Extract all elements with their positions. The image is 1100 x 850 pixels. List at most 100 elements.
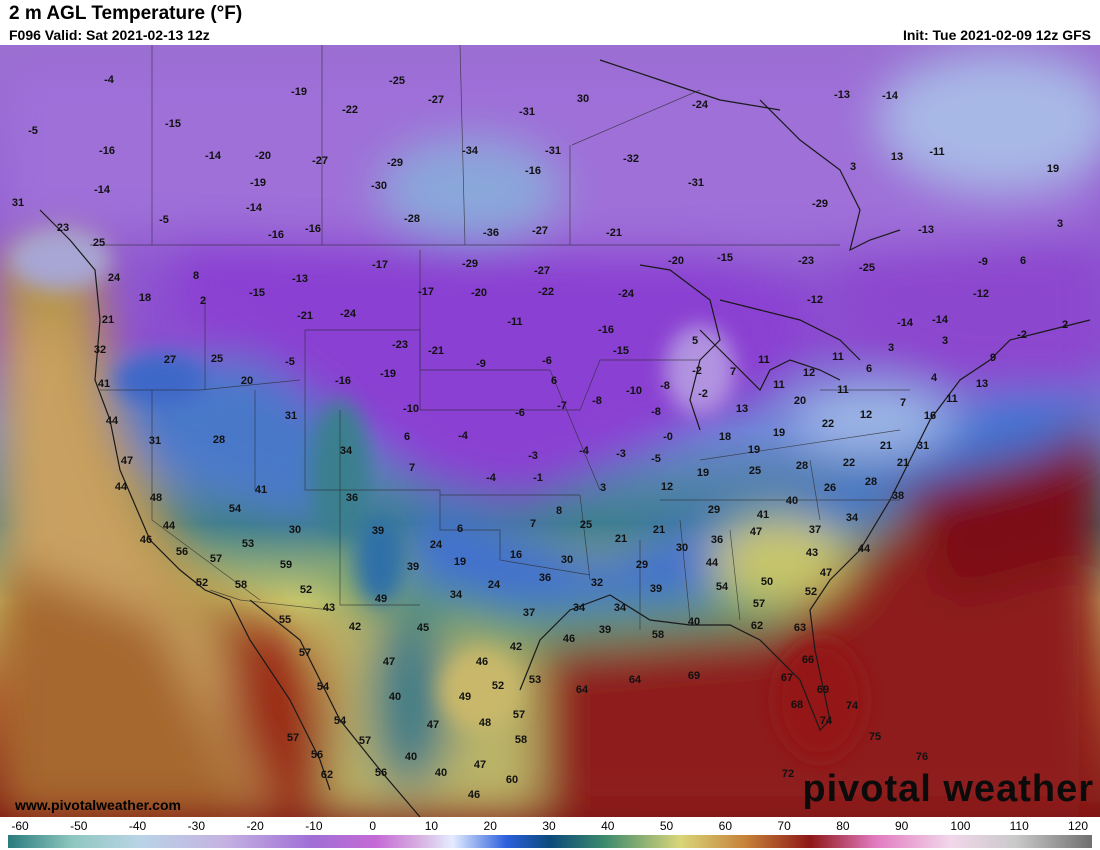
temperature-value: 34 xyxy=(846,512,859,524)
temperature-value: 36 xyxy=(711,534,723,546)
temperature-value: -10 xyxy=(626,385,642,397)
colorbar-scale xyxy=(8,835,1092,848)
colorbar-tick-label: 0 xyxy=(369,819,376,833)
website-url[interactable]: www.pivotalweather.com xyxy=(15,797,181,813)
temperature-value: 6 xyxy=(551,375,557,387)
temperature-value: 44 xyxy=(115,481,128,493)
temperature-value: -11 xyxy=(929,146,944,158)
temperature-value: 13 xyxy=(891,151,903,163)
temperature-value: 34 xyxy=(614,602,627,614)
temperature-value: 7 xyxy=(730,366,736,378)
temperature-value: -4 xyxy=(458,430,469,442)
temperature-value: -25 xyxy=(859,262,875,274)
colorbar-tick-label: 80 xyxy=(836,819,850,833)
temperature-value: -16 xyxy=(525,165,541,177)
colorbar-tick-label: 10 xyxy=(424,819,439,833)
temperature-value: 67 xyxy=(781,672,793,684)
temperature-value: 25 xyxy=(580,519,592,531)
temperature-value: 29 xyxy=(708,504,720,516)
colorbar-tick-label: 30 xyxy=(542,819,556,833)
temperature-value: 12 xyxy=(661,481,673,493)
temperature-value: 39 xyxy=(650,583,662,595)
temperature-value: -31 xyxy=(519,106,535,118)
colorbar-legend: -60 -50 -40 -30 -20 -10 0 10 20 30 40 50 60 70 80 90 100… xyxy=(0,817,1100,850)
temperature-value: 46 xyxy=(563,633,575,645)
temperature-value: 12 xyxy=(860,409,872,421)
temperature-value: 43 xyxy=(323,602,335,614)
temperature-value: 54 xyxy=(229,503,242,515)
init-time: Init: Tue 2021-02-09 12z GFS xyxy=(902,27,1091,43)
temperature-value: 21 xyxy=(653,524,665,536)
temperature-value: -17 xyxy=(418,286,434,298)
temperature-value: 64 xyxy=(576,684,589,696)
temperature-value: 28 xyxy=(213,434,225,446)
temperature-value: -29 xyxy=(462,258,478,270)
temperature-value: -8 xyxy=(660,380,670,392)
temperature-value: -9 xyxy=(978,256,988,268)
temperature-value: 2 xyxy=(200,295,206,307)
temperature-value: -2 xyxy=(692,365,702,377)
temperature-value: 18 xyxy=(719,431,731,443)
coastlines-and-borders xyxy=(39,59,1091,817)
temperature-value: 58 xyxy=(652,629,664,641)
temperature-value-labels: -4-19-25-27 30 -24-13 -14-5-15-22 -31-16 -14-… xyxy=(12,74,1068,801)
temperature-map[interactable]: -4 -19 -25 -27 30 -24 -13 -14 -5 -15 -22 -31 -16 -14-… xyxy=(0,45,1100,817)
temperature-value: 38 xyxy=(892,490,904,502)
temperature-value: 59 xyxy=(280,559,292,571)
temperature-value: 64 xyxy=(629,674,642,686)
temperature-value: -22 xyxy=(342,104,358,116)
temperature-value: 6 xyxy=(457,523,463,535)
temperature-value: -4 xyxy=(579,445,590,457)
temperature-value: -27 xyxy=(534,265,550,277)
temperature-value: -14 xyxy=(94,184,111,196)
temperature-value: -20 xyxy=(668,255,684,267)
temperature-value: 4 xyxy=(931,372,938,384)
temperature-value: 36 xyxy=(539,572,551,584)
temperature-value: 16 xyxy=(510,549,522,561)
temperature-value: 39 xyxy=(599,624,611,636)
temperature-value: 30 xyxy=(577,93,589,105)
temperature-value: -8 xyxy=(651,406,661,418)
temperature-value: 66 xyxy=(802,654,814,666)
temperature-value: 34 xyxy=(340,445,353,457)
temperature-value: 57 xyxy=(287,732,299,744)
temperature-value: -10 xyxy=(403,403,419,415)
temperature-value: -25 xyxy=(389,75,405,87)
temperature-value: -32 xyxy=(623,153,639,165)
temperature-value: -23 xyxy=(798,255,814,267)
colorbar-tick-label: -50 xyxy=(70,819,88,833)
temperature-value: -24 xyxy=(692,99,709,111)
temperature-value: -12 xyxy=(973,288,989,300)
temperature-value: 31 xyxy=(149,435,161,447)
colorbar-tick-label: 60 xyxy=(718,819,733,833)
temperature-value: -34 xyxy=(462,145,479,157)
temperature-value: 21 xyxy=(880,440,892,452)
temperature-value: 11 xyxy=(946,393,958,405)
temperature-value: 69 xyxy=(688,670,700,682)
colorbar-tick-label: 20 xyxy=(483,819,497,833)
temperature-value: 56 xyxy=(375,767,387,779)
temperature-value: -12 xyxy=(807,294,823,306)
temperature-value: 60 xyxy=(506,774,518,786)
temperature-value: 24 xyxy=(430,539,443,551)
colorbar-tick-label: 50 xyxy=(659,819,674,833)
temperature-value: 31 xyxy=(12,197,24,209)
temperature-value: 3 xyxy=(888,342,894,354)
temperature-value: 56 xyxy=(176,546,188,558)
temperature-value: 6 xyxy=(1020,255,1026,267)
temperature-value: 75 xyxy=(869,731,881,743)
temperature-value: 41 xyxy=(255,484,267,496)
temperature-value: 6 xyxy=(404,431,410,443)
temperature-value: 41 xyxy=(98,378,110,390)
temperature-value: -11 xyxy=(507,316,522,328)
temperature-value: 19 xyxy=(773,427,785,439)
temperature-value: 8 xyxy=(556,505,562,517)
temperature-value: 32 xyxy=(94,344,106,356)
temperature-value: 3 xyxy=(600,482,606,494)
temperature-value: 3 xyxy=(942,335,948,347)
temperature-value: 37 xyxy=(809,524,821,536)
colorbar-tick-label: -40 xyxy=(128,819,147,833)
temperature-value: -3 xyxy=(528,450,538,462)
temperature-value: 26 xyxy=(824,482,836,494)
temperature-value: -16 xyxy=(305,223,321,235)
